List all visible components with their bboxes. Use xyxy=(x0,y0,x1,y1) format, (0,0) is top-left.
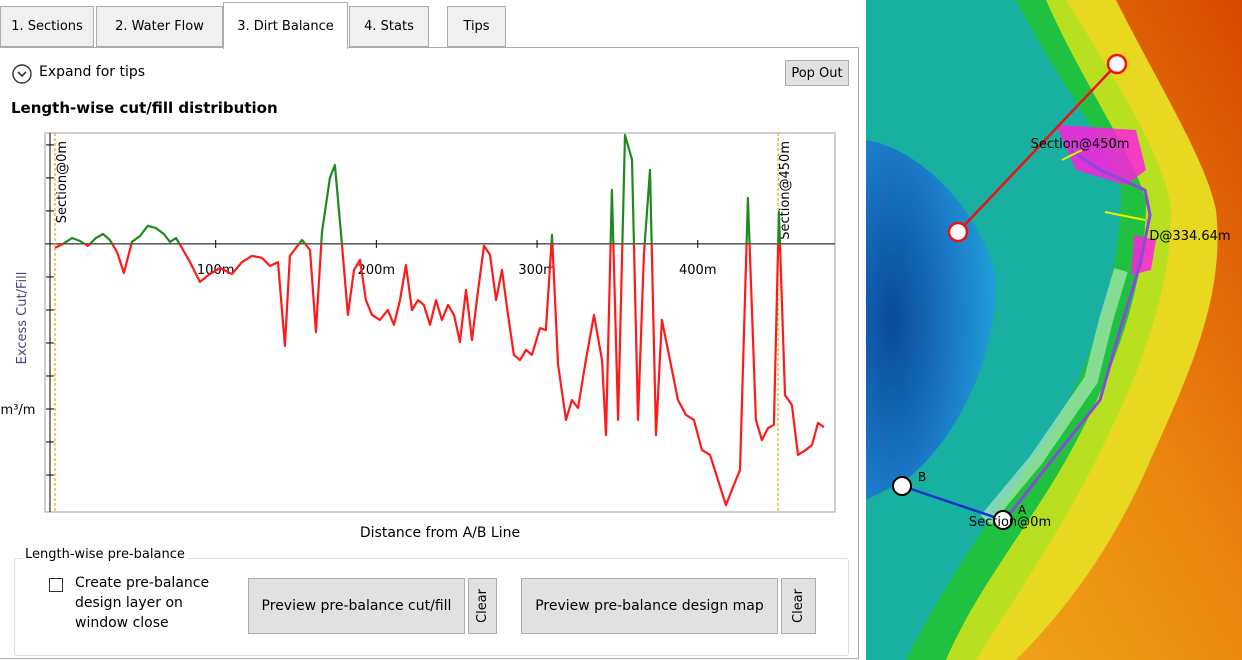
road-centerline xyxy=(1003,148,1152,521)
map: Section@450m D@334.64m B A Section@0m xyxy=(866,0,1242,660)
section-label: Section@0m xyxy=(55,141,70,223)
pop-out-button[interactable]: Pop Out xyxy=(785,60,849,86)
x-tick-label: 400m xyxy=(679,263,716,278)
map-label: D@334.64m xyxy=(1149,229,1230,244)
chart: Excess Cut/Fill m³/m Distance from A/B L… xyxy=(1,132,836,541)
expand-text[interactable]: Expand for tips xyxy=(39,64,146,80)
panel xyxy=(0,47,859,659)
section-marker xyxy=(1061,149,1083,161)
tab-active[interactable]: 3. Dirt Balance xyxy=(223,2,348,49)
chart-title: Length-wise cut/fill distribution xyxy=(11,99,278,117)
map-label: Section@450m xyxy=(1031,137,1130,152)
preview-cutfill-button[interactable]: Preview pre-balance cut/fill xyxy=(248,578,465,634)
cut-area xyxy=(1056,125,1146,185)
group-title: Length-wise pre-balance xyxy=(22,547,188,562)
preview-map-button[interactable]: Preview pre-balance design map xyxy=(521,578,778,634)
tab[interactable]: 4. Stats xyxy=(349,6,429,47)
x-tick-label: 200m xyxy=(358,263,395,278)
section-line xyxy=(957,63,1118,233)
ab-handle[interactable] xyxy=(892,476,912,496)
section-marker xyxy=(1104,211,1146,221)
tab[interactable]: 2. Water Flow xyxy=(96,6,223,47)
group-box xyxy=(14,558,849,656)
checkbox[interactable] xyxy=(49,578,63,592)
plot-area xyxy=(44,132,836,513)
cutfill-line-fill xyxy=(54,243,825,507)
clear-text[interactable]: Clear xyxy=(791,589,806,623)
y-unit: m³/m xyxy=(1,403,36,418)
clear-text[interactable]: Clear xyxy=(475,589,490,623)
map-label: Section@0m xyxy=(969,515,1051,530)
checkbox-label[interactable]: Create pre-balance design layer on windo… xyxy=(75,575,210,631)
clear-button[interactable]: Clear xyxy=(781,578,816,634)
expand-icon[interactable] xyxy=(11,63,33,85)
map-label: A xyxy=(1018,503,1027,517)
tab[interactable]: Tips xyxy=(447,6,506,47)
ab-handle[interactable] xyxy=(993,510,1013,530)
section-handle[interactable] xyxy=(1106,53,1128,75)
y-axis-label: Excess Cut/Fill xyxy=(15,272,30,365)
road-fill xyxy=(980,267,1128,525)
map-label: B xyxy=(918,470,926,484)
x-axis-label: Distance from A/B Line xyxy=(360,525,520,541)
clear-button[interactable]: Clear xyxy=(468,578,497,634)
section-handle[interactable] xyxy=(947,221,969,243)
x-tick-label: 300m xyxy=(518,263,555,278)
ab-line xyxy=(901,484,1004,522)
tab[interactable]: 1. Sections xyxy=(0,6,94,47)
section-label: Section@450m xyxy=(778,141,793,240)
